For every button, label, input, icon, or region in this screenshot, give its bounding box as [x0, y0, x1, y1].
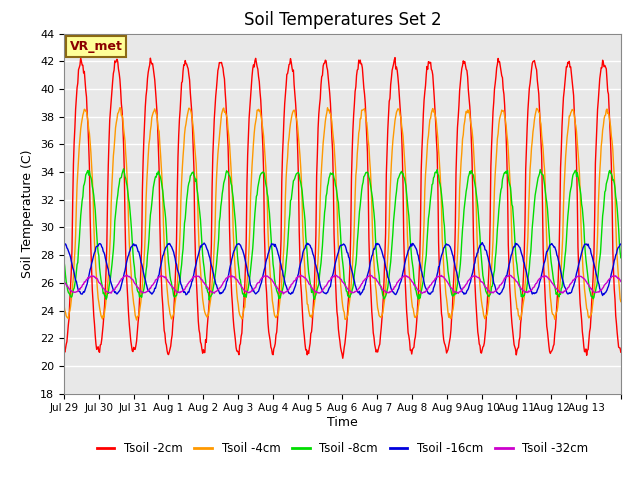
Tsoil -16cm [431, 281, 439, 287]
Tsoil -16cm [599, 293, 607, 299]
Tsoil -32cm [125, 274, 133, 279]
Tsoil -4cm [278, 277, 285, 283]
Tsoil -8cm [401, 179, 409, 185]
Tsoil -16cm [228, 257, 236, 263]
Tsoil -32cm [60, 279, 68, 285]
Tsoil -4cm [229, 228, 237, 233]
Line: Tsoil -4cm: Tsoil -4cm [64, 108, 621, 320]
Tsoil -8cm [126, 208, 134, 214]
Tsoil -8cm [257, 171, 264, 177]
Line: Tsoil -2cm: Tsoil -2cm [64, 58, 621, 358]
Tsoil -32cm [276, 288, 284, 294]
Tsoil -16cm [400, 266, 408, 272]
Tsoil -2cm [255, 79, 263, 84]
Tsoil -16cm [276, 260, 284, 265]
Tsoil -2cm [433, 137, 440, 143]
Legend: Tsoil -2cm, Tsoil -4cm, Tsoil -8cm, Tsoil -16cm, Tsoil -32cm: Tsoil -2cm, Tsoil -4cm, Tsoil -8cm, Tsoi… [92, 437, 593, 460]
Tsoil -2cm [401, 278, 409, 284]
Tsoil -2cm [339, 355, 347, 361]
Tsoil -32cm [280, 291, 287, 297]
Tsoil -2cm [276, 257, 284, 263]
Tsoil -16cm [255, 286, 263, 292]
Tsoil -32cm [228, 273, 236, 278]
Tsoil -4cm [617, 299, 625, 304]
Tsoil -16cm [478, 240, 486, 245]
Text: VR_met: VR_met [70, 40, 122, 53]
Tsoil -4cm [257, 112, 264, 118]
Tsoil -8cm [617, 255, 625, 261]
Tsoil -32cm [401, 273, 409, 278]
Tsoil -8cm [229, 195, 237, 201]
Tsoil -4cm [60, 301, 68, 307]
X-axis label: Time: Time [327, 416, 358, 429]
Tsoil -4cm [433, 120, 440, 126]
Tsoil -2cm [617, 349, 625, 355]
Y-axis label: Soil Temperature (C): Soil Temperature (C) [22, 149, 35, 278]
Tsoil -8cm [60, 258, 68, 264]
Tsoil -4cm [132, 317, 140, 323]
Tsoil -16cm [617, 241, 625, 247]
Tsoil -4cm [126, 254, 134, 260]
Line: Tsoil -32cm: Tsoil -32cm [64, 275, 621, 294]
Tsoil -2cm [60, 346, 68, 351]
Tsoil -32cm [255, 280, 263, 286]
Tsoil -16cm [125, 249, 133, 255]
Tsoil -4cm [116, 105, 124, 110]
Line: Tsoil -16cm: Tsoil -16cm [64, 242, 621, 296]
Tsoil -2cm [125, 322, 133, 328]
Tsoil -16cm [60, 242, 68, 248]
Tsoil -8cm [433, 170, 440, 176]
Tsoil -8cm [278, 289, 285, 295]
Tsoil -32cm [617, 278, 625, 284]
Line: Tsoil -8cm: Tsoil -8cm [64, 169, 621, 300]
Tsoil -4cm [401, 166, 409, 171]
Tsoil -2cm [391, 55, 399, 60]
Tsoil -8cm [205, 297, 213, 303]
Title: Soil Temperatures Set 2: Soil Temperatures Set 2 [244, 11, 441, 29]
Tsoil -2cm [228, 291, 236, 297]
Tsoil -32cm [433, 274, 440, 280]
Tsoil -8cm [120, 166, 127, 172]
Tsoil -32cm [367, 272, 374, 278]
